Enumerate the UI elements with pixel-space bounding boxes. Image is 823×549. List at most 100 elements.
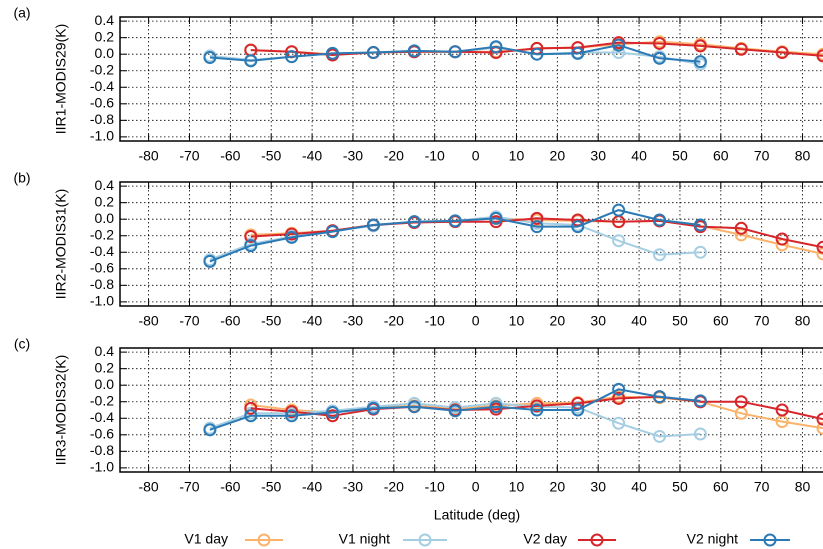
- point: [693, 218, 707, 232]
- point: [489, 400, 503, 414]
- series-line: [209, 388, 701, 431]
- y-tick-label: -0.4: [90, 243, 114, 259]
- point: [244, 230, 258, 244]
- plot-frame: [119, 16, 823, 142]
- x-tick-label: -60: [220, 479, 240, 495]
- x-tick-label: -50: [261, 148, 281, 164]
- point: [407, 44, 421, 58]
- point: [326, 225, 340, 239]
- y-tick-label: -1.0: [90, 293, 114, 309]
- point: [653, 248, 667, 262]
- point: [530, 399, 544, 413]
- y-axis-label: IIR1-MODIS29(K): [53, 24, 69, 134]
- point: [448, 214, 462, 228]
- point: [571, 220, 585, 234]
- point: [285, 230, 299, 244]
- panel-label: (b): [13, 170, 30, 186]
- y-tick-label: 0.2: [95, 28, 115, 44]
- point: [734, 42, 748, 56]
- y-tick-label: -0.6: [90, 426, 114, 442]
- point: [571, 403, 585, 417]
- series-line: [209, 46, 701, 66]
- point: [693, 55, 707, 69]
- x-tick-label: -80: [138, 479, 158, 495]
- point: [244, 239, 258, 253]
- point: [530, 220, 544, 234]
- y-axis-label: IIR2-MODIS31(K): [53, 189, 69, 299]
- x-tick-label: 40: [631, 479, 647, 495]
- x-tick-label: -10: [425, 148, 445, 164]
- point: [244, 54, 258, 68]
- point: [366, 46, 380, 60]
- x-tick-label: -60: [220, 148, 240, 164]
- point: [775, 46, 789, 60]
- series-line: [209, 44, 701, 63]
- legend-label: V1 day: [184, 531, 228, 547]
- point: [612, 46, 626, 60]
- x-tick-label: 70: [754, 313, 770, 329]
- point: [612, 234, 626, 248]
- legend-marker: [257, 533, 271, 547]
- point: [612, 38, 626, 52]
- point: [653, 51, 667, 65]
- x-tick-label: 70: [754, 148, 770, 164]
- point: [203, 254, 217, 268]
- point: [366, 401, 380, 415]
- point: [816, 49, 823, 63]
- y-tick-label: -1.0: [90, 128, 114, 144]
- y-tick-label: -0.2: [90, 226, 114, 242]
- legend-marker: [590, 533, 604, 547]
- x-tick-label: -10: [425, 479, 445, 495]
- y-tick-label: -1.0: [90, 459, 114, 475]
- x-tick-label: -70: [179, 479, 199, 495]
- point: [366, 218, 380, 232]
- x-tick-label: 30: [590, 479, 606, 495]
- y-tick-label: -0.8: [90, 442, 114, 458]
- point: [816, 240, 823, 254]
- x-tick-label: 10: [509, 148, 525, 164]
- x-tick-label: 60: [713, 313, 729, 329]
- y-tick-label: 0.4: [95, 177, 115, 193]
- point: [693, 427, 707, 441]
- point: [571, 46, 585, 60]
- point: [734, 221, 748, 235]
- point: [244, 409, 258, 423]
- y-tick-label: 0.4: [95, 343, 115, 359]
- point: [816, 421, 823, 435]
- point: [326, 46, 340, 60]
- x-tick-label: 10: [509, 313, 525, 329]
- x-tick-label: 40: [631, 148, 647, 164]
- point: [203, 423, 217, 437]
- series-line: [250, 395, 823, 421]
- point: [326, 405, 340, 419]
- point: [530, 211, 544, 225]
- plot-frame: [119, 347, 823, 473]
- point: [612, 203, 626, 217]
- x-tick-label: 0: [472, 479, 480, 495]
- x-tick-label: 30: [590, 148, 606, 164]
- y-tick-label: 0.0: [95, 210, 115, 226]
- x-tick-label: -30: [343, 148, 363, 164]
- point: [653, 429, 667, 443]
- x-tick-label: -80: [138, 313, 158, 329]
- x-tick-label: 50: [672, 148, 688, 164]
- series-line: [209, 209, 701, 263]
- y-tick-label: -0.8: [90, 276, 114, 292]
- y-tick-label: 0.2: [95, 359, 115, 375]
- x-tick-label: 20: [550, 479, 566, 495]
- point: [571, 396, 585, 410]
- y-tick-label: 0.0: [95, 45, 115, 61]
- point: [489, 211, 503, 225]
- y-tick-label: -0.2: [90, 61, 114, 77]
- x-tick-label: 80: [795, 313, 811, 329]
- y-tick-label: -0.8: [90, 111, 114, 127]
- point: [693, 245, 707, 259]
- point: [285, 409, 299, 423]
- y-tick-label: 0.2: [95, 193, 115, 209]
- point: [653, 390, 667, 404]
- point: [693, 39, 707, 53]
- point: [734, 228, 748, 242]
- x-tick-label: -20: [384, 148, 404, 164]
- point: [448, 404, 462, 418]
